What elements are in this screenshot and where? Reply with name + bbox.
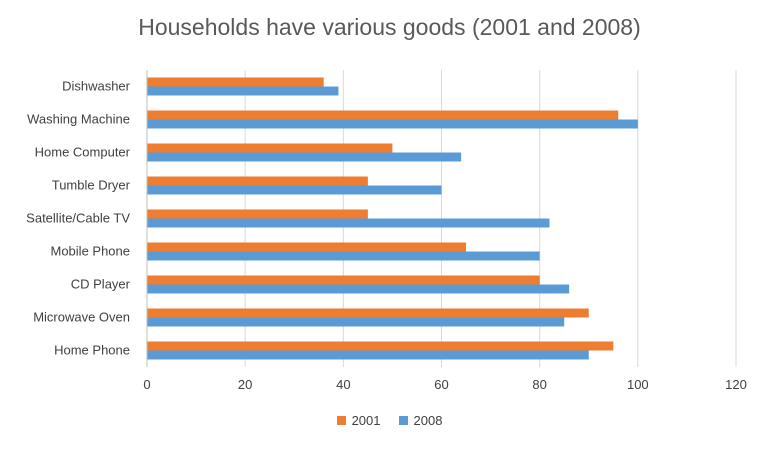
bar-2001-home-phone xyxy=(147,341,614,351)
x-tick-label: 0 xyxy=(143,377,150,392)
category-label: Microwave Oven xyxy=(33,310,130,325)
category-label: Home Phone xyxy=(54,343,130,358)
x-tick-label: 80 xyxy=(532,377,546,392)
bar-2008-cd-player xyxy=(147,284,570,294)
bar-2001-satellite-cable-tv xyxy=(147,209,368,219)
bar-2001-cd-player xyxy=(147,275,540,285)
category-label: Washing Machine xyxy=(27,112,130,127)
x-tick-label: 20 xyxy=(238,377,252,392)
category-label: CD Player xyxy=(71,277,131,292)
x-tick-label: 100 xyxy=(627,377,649,392)
bar-2008-home-computer xyxy=(147,152,462,162)
bar-2008-washing-machine xyxy=(147,119,638,129)
legend-swatch-2008 xyxy=(398,416,408,425)
x-tick-label: 40 xyxy=(336,377,350,392)
bar-2008-mobile-phone xyxy=(147,251,540,261)
bar-2008-tumble-dryer xyxy=(147,185,442,195)
bar-2008-satellite-cable-tv xyxy=(147,218,550,228)
bar-2001-mobile-phone xyxy=(147,242,467,252)
category-label: Dishwasher xyxy=(62,79,131,94)
bar-2001-microwave-oven xyxy=(147,308,589,318)
bar-2008-home-phone xyxy=(147,350,589,360)
bar-2001-tumble-dryer xyxy=(147,176,368,186)
legend-item-2001: 2001 xyxy=(336,413,381,428)
category-label: Satellite/Cable TV xyxy=(26,211,130,226)
bar-2008-microwave-oven xyxy=(147,317,565,327)
bar-2001-home-computer xyxy=(147,143,393,153)
x-tick-label: 120 xyxy=(725,377,747,392)
legend: 2001 2008 xyxy=(0,413,779,428)
bar-2001-dishwasher xyxy=(147,77,324,87)
category-label: Tumble Dryer xyxy=(52,178,131,193)
category-label: Home Computer xyxy=(35,145,131,160)
legend-swatch-2001 xyxy=(336,416,346,425)
bar-2008-dishwasher xyxy=(147,86,339,96)
category-label: Mobile Phone xyxy=(51,244,131,259)
chart-title: Households have various goods (2001 and … xyxy=(138,14,641,40)
bar-2001-washing-machine xyxy=(147,110,619,120)
x-tick-label: 60 xyxy=(434,377,448,392)
legend-item-2008: 2008 xyxy=(398,413,443,428)
legend-label-2001: 2001 xyxy=(351,413,381,428)
legend-label-2008: 2008 xyxy=(413,413,443,428)
